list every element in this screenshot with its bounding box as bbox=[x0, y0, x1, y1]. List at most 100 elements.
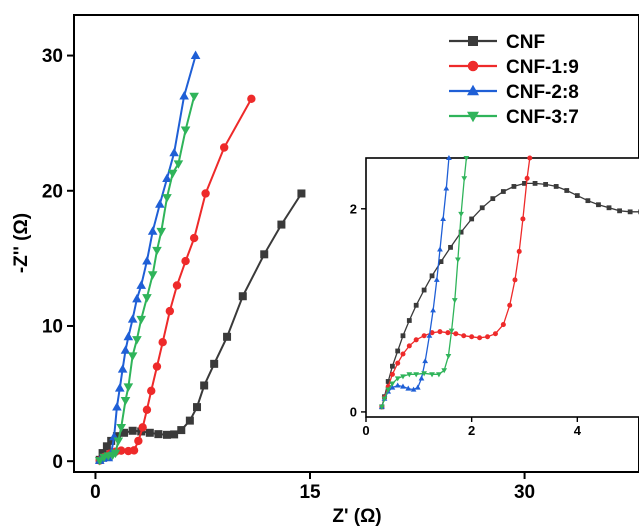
inset-marker-cnf bbox=[413, 302, 419, 308]
inset-marker-cnf-2-8 bbox=[389, 384, 396, 390]
main-marker-cnf bbox=[128, 426, 137, 435]
inset-marker-cnf-1-9 bbox=[453, 331, 459, 337]
inset-marker-cnf-1-9 bbox=[484, 334, 491, 340]
inset-marker-cnf-2-8 bbox=[414, 384, 421, 390]
main-marker-cnf-1-9 bbox=[117, 446, 126, 455]
main-x-tick-label: 0 bbox=[90, 482, 101, 503]
main-marker-cnf-3-7 bbox=[120, 396, 131, 406]
main-y-tick-label: 10 bbox=[42, 317, 63, 338]
inset-x-tick-label: 2 bbox=[468, 423, 475, 438]
inset-marker-cnf-1-9 bbox=[437, 329, 443, 335]
inset-marker-cnf-1-9 bbox=[389, 371, 395, 377]
inset-y-tick-label: 0 bbox=[350, 404, 357, 419]
inset-marker-cnf-3-7 bbox=[378, 404, 385, 410]
inset-marker-cnf-1-9 bbox=[469, 334, 475, 340]
inset-marker-cnf-2-8 bbox=[430, 307, 436, 313]
inset-marker-cnf-3-7 bbox=[406, 372, 413, 378]
inset-marker-cnf-1-9 bbox=[429, 330, 435, 336]
main-marker-cnf-2-8 bbox=[142, 256, 152, 265]
main-y-tick-label: 30 bbox=[42, 46, 63, 67]
inset-marker-cnf bbox=[627, 209, 633, 215]
inset-marker-cnf-1-9 bbox=[400, 351, 406, 357]
main-marker-cnf-1-9 bbox=[138, 423, 147, 432]
inset-marker-cnf bbox=[406, 318, 412, 323]
inset-marker-cnf-2-8 bbox=[418, 375, 425, 381]
inset-marker-cnf-3-7 bbox=[455, 257, 461, 263]
main-marker-cnf-3-7 bbox=[189, 92, 199, 102]
main-marker-cnf bbox=[260, 250, 269, 259]
inset-marker-cnf bbox=[564, 188, 570, 193]
inset-marker-cnf-1-9 bbox=[507, 302, 513, 308]
y-axis-label: -Z'' (Ω) bbox=[11, 213, 32, 273]
main-marker-cnf bbox=[177, 426, 186, 435]
main-x-tick-label: 30 bbox=[514, 482, 535, 503]
inset-marker-cnf bbox=[421, 287, 427, 293]
inset-x-tick-label: 0 bbox=[362, 423, 369, 438]
inset-marker-cnf bbox=[429, 273, 435, 279]
inset-marker-cnf-1-9 bbox=[524, 175, 530, 181]
main-marker-cnf-3-7 bbox=[123, 383, 134, 392]
inset-marker-cnf-1-9 bbox=[516, 248, 522, 254]
main-marker-cnf bbox=[200, 381, 209, 390]
main-marker-cnf bbox=[162, 430, 171, 439]
inset-marker-cnf bbox=[617, 208, 622, 214]
main-marker-cnf-3-7 bbox=[162, 194, 172, 203]
inset-marker-cnf-3-7 bbox=[461, 176, 468, 182]
main-marker-cnf-2-8 bbox=[147, 226, 158, 235]
inset-marker-cnf-3-7 bbox=[445, 354, 452, 360]
main-series-group bbox=[94, 50, 306, 466]
main-marker-cnf-1-9 bbox=[219, 143, 229, 152]
inset-marker-cnf-3-7 bbox=[458, 211, 464, 217]
main-marker-cnf-2-8 bbox=[112, 402, 122, 411]
inset-marker-cnf-3-7 bbox=[421, 371, 427, 377]
inset-marker-cnf bbox=[448, 244, 453, 250]
inset-plot-frame bbox=[365, 157, 639, 418]
main-marker-cnf bbox=[210, 359, 219, 368]
inset-marker-cnf-3-7 bbox=[441, 368, 448, 374]
main-marker-cnf-2-8 bbox=[169, 147, 179, 157]
main-marker-cnf bbox=[223, 332, 232, 341]
main-marker-cnf-2-8 bbox=[117, 364, 128, 373]
inset-marker-cnf-2-8 bbox=[433, 276, 440, 282]
inset-marker-cnf-1-9 bbox=[500, 322, 506, 328]
inset-marker-cnf-3-7 bbox=[381, 396, 388, 402]
legend-marker-cnf-3-7 bbox=[467, 111, 479, 123]
inset-marker-cnf-1-9 bbox=[395, 360, 401, 366]
legend-label-cnf-3-7: CNF-3:7 bbox=[506, 107, 579, 128]
inset-marker-cnf-1-9 bbox=[477, 335, 483, 341]
inset-marker-cnf-3-7 bbox=[429, 372, 435, 378]
inset-marker-cnf bbox=[395, 348, 401, 354]
main-marker-cnf-1-9 bbox=[181, 256, 190, 266]
inset-marker-cnf-2-8 bbox=[446, 155, 452, 161]
inset-series-group bbox=[378, 155, 639, 410]
inset-marker-cnf-3-7 bbox=[389, 381, 396, 387]
main-marker-cnf bbox=[154, 430, 163, 439]
main-marker-cnf-2-8 bbox=[123, 331, 134, 341]
main-marker-cnf bbox=[120, 428, 129, 437]
main-plot-frame bbox=[73, 14, 639, 473]
inset-marker-cnf bbox=[543, 182, 549, 187]
legend-marker-cnf-2-8 bbox=[467, 84, 479, 96]
legend-label-cnf-1-9: CNF-1:9 bbox=[506, 57, 579, 78]
inset-marker-cnf bbox=[500, 189, 506, 194]
main-marker-cnf-2-8 bbox=[162, 173, 172, 183]
inset-marker-cnf-1-9 bbox=[512, 277, 518, 283]
main-marker-cnf-2-8 bbox=[120, 345, 131, 354]
main-marker-cnf-3-7 bbox=[180, 126, 191, 135]
inset-marker-cnf-2-8 bbox=[437, 246, 443, 252]
inset-marker-cnf-1-9 bbox=[527, 155, 533, 161]
inset-marker-cnf-3-7 bbox=[413, 372, 420, 378]
legend: CNF CNF-1:9 CNF-2:8 CNF-3:7 bbox=[449, 32, 579, 128]
main-marker-cnf-3-7 bbox=[116, 423, 127, 433]
main-marker-cnf-1-9 bbox=[201, 189, 210, 198]
main-marker-cnf-3-7 bbox=[94, 457, 105, 466]
main-marker-cnf-3-7 bbox=[132, 336, 142, 345]
inset-axis-ticks: 0 2 4 0 2 bbox=[350, 201, 582, 438]
main-marker-cnf-3-7 bbox=[173, 160, 184, 169]
legend-label-cnf: CNF bbox=[506, 32, 545, 53]
inset-marker-cnf-2-8 bbox=[443, 185, 450, 191]
main-marker-cnf bbox=[112, 432, 121, 441]
